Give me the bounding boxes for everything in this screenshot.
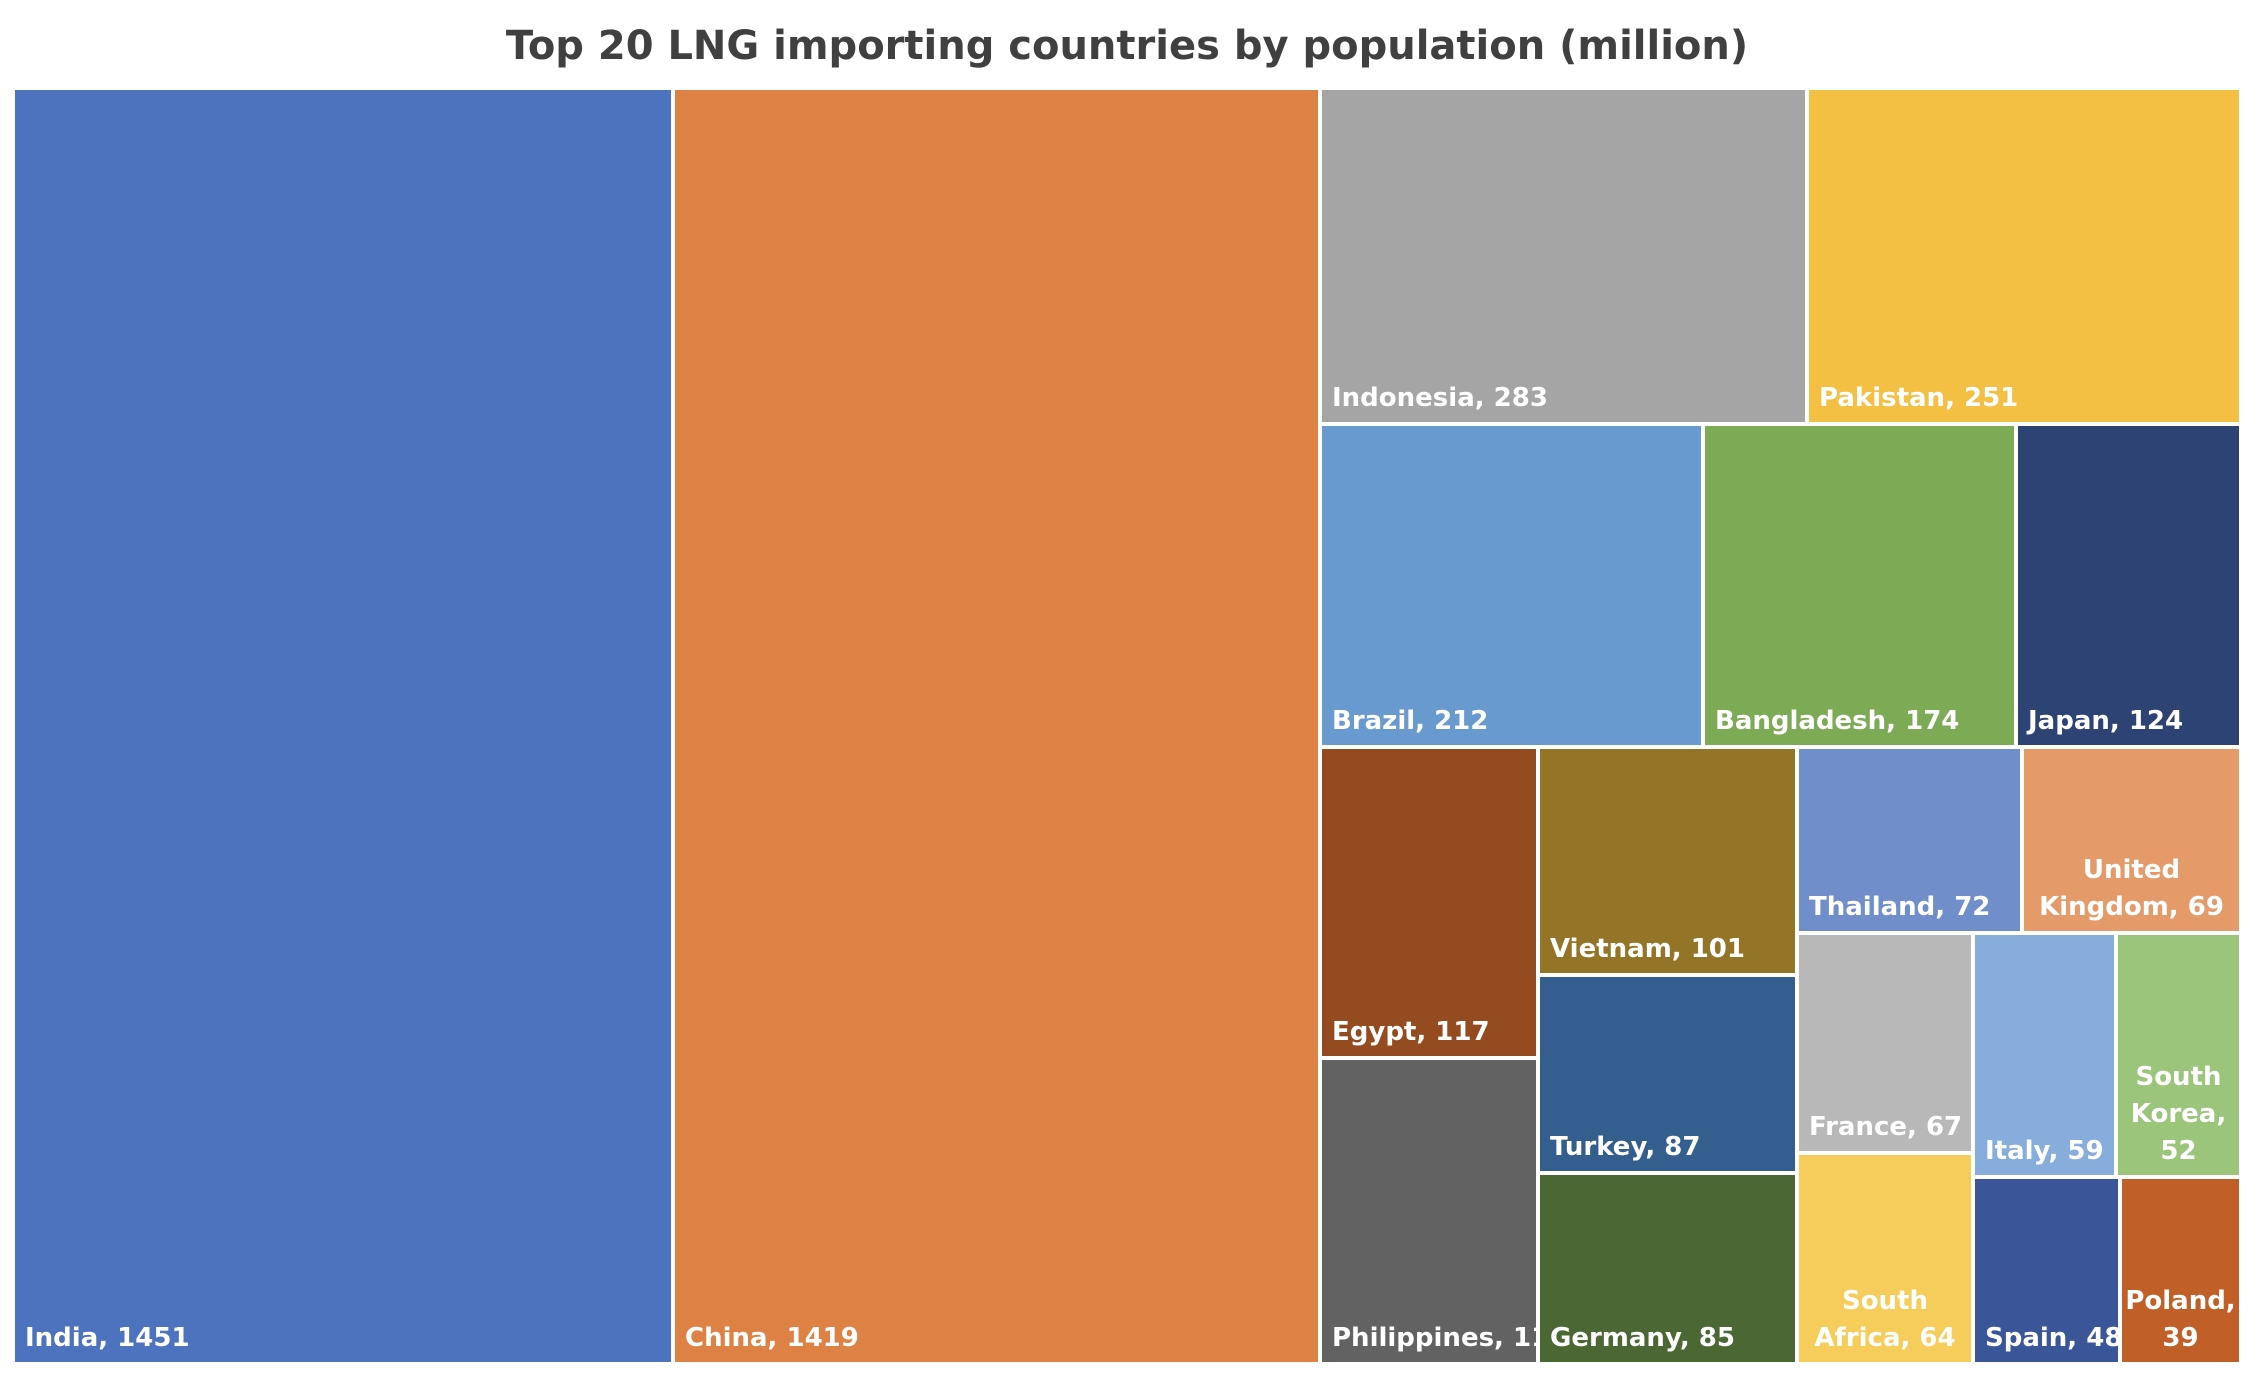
tile-rect-spain (1975, 1179, 2118, 1362)
tile-bangladesh: Bangladesh, 174 (1705, 426, 2014, 745)
tile-rect-south-korea (2118, 935, 2239, 1175)
tile-philippines: Philippines, 116 (1322, 1060, 1567, 1362)
chart-title: Top 20 LNG importing countries by popula… (505, 23, 1749, 69)
tile-rect-turkey (1540, 977, 1795, 1171)
tile-rect-poland (2122, 1179, 2239, 1362)
tile-turkey: Turkey, 87 (1540, 977, 1795, 1171)
tile-rect-brazil (1322, 426, 1701, 745)
tile-label-bangladesh: Bangladesh, 174 (1715, 706, 1959, 736)
tile-china: China, 1419 (675, 90, 1318, 1362)
tile-label-egypt: Egypt, 117 (1332, 1017, 1490, 1047)
tile-italy: Italy, 59 (1975, 935, 2114, 1175)
tile-rect-thailand (1799, 749, 2020, 931)
tile-label-poland: Poland, 39 (2125, 1286, 2235, 1353)
tile-label-japan: Japan, 124 (2026, 706, 2183, 736)
tile-label-turkey: Turkey, 87 (1550, 1132, 1700, 1162)
tile-rect-india (15, 90, 671, 1362)
tile-south-africa: South Africa, 64 (1799, 1155, 1971, 1362)
tile-label-pakistan: Pakistan, 251 (1819, 383, 2018, 413)
tile-rect-italy (1975, 935, 2114, 1175)
tile-rect-philippines (1322, 1060, 1536, 1362)
tile-india: India, 1451 (15, 90, 671, 1362)
tile-rect-south-africa (1799, 1155, 1971, 1362)
tile-label-south-africa: South Africa, 64 (1814, 1286, 1955, 1353)
tile-label-china: China, 1419 (685, 1323, 859, 1353)
tile-rect-indonesia (1322, 90, 1805, 422)
tile-label-united-kingdom: United Kingdom, 69 (2039, 855, 2224, 922)
tile-label-south-korea: South Korea, 52 (2131, 1062, 2226, 1166)
tile-label-brazil: Brazil, 212 (1332, 706, 1488, 736)
tile-pakistan: Pakistan, 251 (1809, 90, 2239, 422)
tile-rect-japan (2018, 426, 2239, 745)
tile-thailand: Thailand, 72 (1799, 749, 2020, 931)
tile-rect-china (675, 90, 1318, 1362)
tile-poland: Poland, 39 (2122, 1179, 2239, 1362)
tile-label-italy: Italy, 59 (1985, 1136, 2104, 1166)
tile-egypt: Egypt, 117 (1322, 749, 1536, 1056)
tile-rect-united-kingdom (2024, 749, 2239, 931)
tile-united-kingdom: United Kingdom, 69 (2024, 749, 2239, 931)
tile-rect-pakistan (1809, 90, 2239, 422)
tile-rect-germany (1540, 1175, 1795, 1362)
tile-label-germany: Germany, 85 (1550, 1323, 1735, 1353)
tile-vietnam: Vietnam, 101 (1540, 749, 1795, 973)
tile-rect-vietnam (1540, 749, 1795, 973)
tile-label-thailand: Thailand, 72 (1809, 892, 1990, 922)
tile-rect-egypt (1322, 749, 1536, 1056)
tile-rect-bangladesh (1705, 426, 2014, 745)
tile-france: France, 67 (1799, 935, 1971, 1151)
tile-spain: Spain, 48 (1975, 1179, 2122, 1362)
tile-rect-france (1799, 935, 1971, 1151)
tile-label-philippines: Philippines, 116 (1332, 1323, 1567, 1353)
tile-label-vietnam: Vietnam, 101 (1550, 934, 1745, 964)
tile-label-france: France, 67 (1809, 1112, 1962, 1142)
tile-japan: Japan, 124 (2018, 426, 2239, 745)
tile-label-spain: Spain, 48 (1985, 1323, 2122, 1353)
tile-south-korea: South Korea, 52 (2118, 935, 2239, 1175)
tile-indonesia: Indonesia, 283 (1322, 90, 1805, 422)
tile-brazil: Brazil, 212 (1322, 426, 1701, 745)
tile-label-india: India, 1451 (25, 1323, 190, 1353)
tile-label-indonesia: Indonesia, 283 (1332, 383, 1548, 413)
tile-germany: Germany, 85 (1540, 1175, 1795, 1362)
